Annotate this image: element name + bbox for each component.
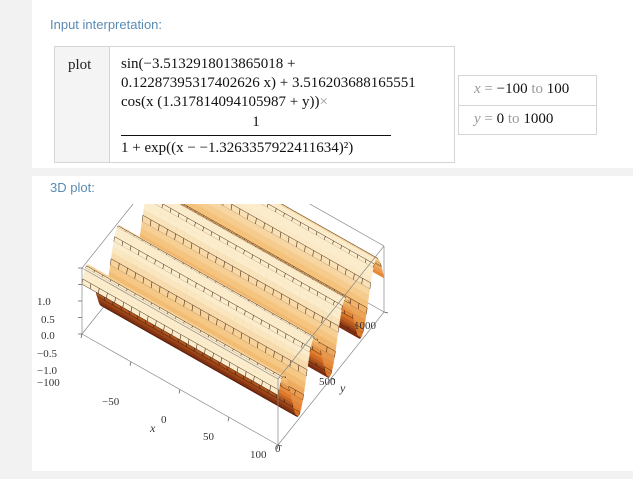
y-tick-label: 500 (319, 376, 336, 388)
x-tick-label: 0 (161, 414, 167, 426)
y-tick-label: 1000 (354, 320, 377, 332)
x-tick (227, 417, 230, 422)
x-axis-name: x (149, 421, 156, 435)
range-to: 100 (546, 81, 570, 97)
3d-plot-title: 3D plot: (50, 180, 95, 195)
box-edge (277, 245, 385, 380)
ranges-table: x = −100 to 100 y = 0 to 1000 (458, 75, 597, 135)
z-tick-label: −1.0 (37, 365, 57, 377)
range-to-word: to (531, 81, 544, 97)
range-to: 1000 (523, 111, 554, 127)
box-edge (81, 204, 134, 269)
range-row-y: y = 0 to 1000 (459, 105, 596, 134)
formula-line-3-text: cos(x (1.317814094105987 + y)) (121, 94, 320, 110)
range-to-word: to (507, 111, 520, 127)
range-from: −100 (496, 81, 528, 97)
z-tick-label: −0.5 (37, 348, 57, 360)
fraction-bar (121, 135, 391, 136)
input-interpretation-pod: Input interpretation: plot sin(−3.513291… (32, 0, 633, 168)
plot-label-cell: plot (55, 47, 110, 162)
x-tick (276, 444, 279, 450)
box-edge (81, 267, 279, 380)
plot-box-front (78, 245, 389, 450)
surface-patch (269, 385, 280, 396)
x-tick-label: 100 (250, 449, 267, 461)
z-tick-label: 1.0 (37, 296, 51, 308)
range-from: 0 (496, 111, 505, 127)
x-tick (80, 333, 83, 339)
times-symbol: × (319, 94, 328, 110)
input-table: plot sin(−3.5132918013865018 + 0.1228739… (54, 46, 455, 163)
x-tick-label: 50 (203, 431, 215, 443)
formula-line-2: 0.12287395317402626 x) + 3.5162036881655… (121, 75, 416, 91)
plot-label: plot (68, 57, 92, 73)
formula-line-1: sin(−3.5132918013865018 + (121, 56, 296, 72)
x-tick (129, 361, 132, 366)
formula: sin(−3.5132918013865018 + 0.122873953174… (121, 55, 451, 156)
x-tick (178, 389, 181, 394)
range-op: = (484, 81, 493, 97)
input-interpretation-title: Input interpretation: (50, 17, 163, 32)
y-axis-name: y (339, 381, 346, 395)
fraction-denominator: 1 + exp((x − −1.3263357922411634)²) (121, 140, 354, 156)
fraction-numerator: 1 (252, 114, 260, 130)
range-var: y (474, 111, 481, 127)
formula-line-3: cos(x (1.317814094105987 + y))× (121, 93, 451, 112)
3d-plot-pod: 3D plot: 1.0 0.5 0.0 −0.5 −1.0 −100 −50 … (32, 176, 633, 471)
y-tick (277, 444, 283, 447)
z-tick-label: 0.0 (41, 330, 55, 342)
range-var: x (474, 81, 481, 97)
surface (81, 204, 385, 417)
range-row-x: x = −100 to 100 (459, 76, 596, 105)
3d-surface-plot[interactable]: 1.0 0.5 0.0 −0.5 −1.0 −100 −50 0 50 100 … (32, 204, 412, 466)
y-tick (383, 311, 389, 314)
range-op: = (484, 111, 493, 127)
y-tick (330, 378, 336, 380)
z-tick-label: 0.5 (41, 314, 55, 326)
x-tick-label: −100 (37, 377, 60, 389)
box-edge (309, 204, 385, 247)
y-tick-label: 0 (275, 443, 281, 455)
x-tick-label: −50 (102, 396, 120, 408)
